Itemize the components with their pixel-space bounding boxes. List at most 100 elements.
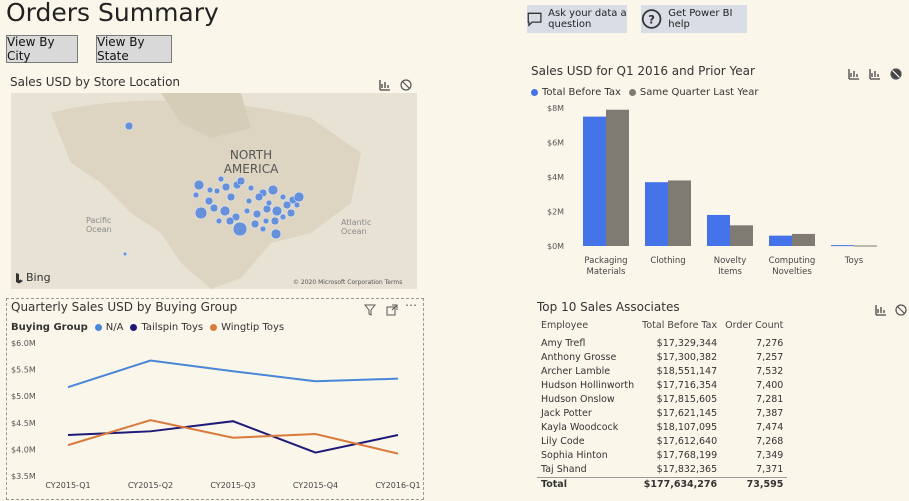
store-bubble[interactable] (282, 200, 292, 210)
drill-icon[interactable] (379, 79, 391, 91)
bar[interactable] (668, 180, 691, 246)
page-title: Orders Summary (6, 0, 219, 27)
table-row[interactable]: Jack Potter $17,621,145 7,387 (537, 407, 787, 421)
store-bubble[interactable] (225, 216, 235, 226)
x-tick-label: Novelties (772, 267, 812, 277)
store-bubble[interactable] (286, 208, 296, 218)
y-tick-label: $5.5M (11, 366, 36, 375)
ask-data-button[interactable]: Ask your data a question (527, 5, 627, 33)
store-bubble[interactable] (245, 197, 253, 205)
bar[interactable] (831, 245, 854, 247)
table-cell: 7,371 (756, 464, 784, 475)
bar-card-title: Sales USD for Q1 2016 and Prior Year (531, 64, 755, 78)
store-bubble[interactable] (217, 175, 225, 183)
column-header[interactable]: Total Before Tax (642, 319, 718, 331)
store-bubble[interactable] (293, 191, 305, 203)
store-bubble[interactable] (243, 207, 251, 215)
store-bubble[interactable] (259, 225, 267, 233)
store-bubble[interactable] (209, 203, 219, 213)
bar[interactable] (645, 182, 668, 246)
drill-icon[interactable] (848, 68, 860, 80)
series-line[interactable] (67, 419, 399, 455)
store-bubble[interactable] (192, 191, 200, 199)
bar[interactable] (730, 225, 753, 246)
bar[interactable] (606, 109, 629, 246)
bar[interactable] (792, 233, 815, 246)
store-bubble[interactable] (193, 179, 205, 191)
store-bubble[interactable] (226, 192, 236, 202)
table-total-cell: $177,634,276 (638, 476, 722, 492)
x-tick-label: CY2015-Q4 (293, 481, 338, 490)
store-bubble[interactable] (247, 184, 255, 192)
store-bubble[interactable] (270, 228, 282, 240)
store-bubble[interactable] (219, 205, 231, 217)
store-bubble[interactable] (279, 213, 287, 221)
table-header-row: Employee Total Before Tax Order Count (537, 318, 787, 337)
store-bubble[interactable] (204, 196, 214, 206)
store-bubble[interactable] (267, 184, 279, 196)
table-row[interactable]: Hudson Hollinworth $17,716,354 7,400 (537, 379, 787, 393)
table-row[interactable]: Sophia Hinton $17,768,199 7,349 (537, 449, 787, 463)
store-bubble[interactable] (221, 182, 231, 192)
bar[interactable] (707, 214, 730, 246)
table-row[interactable]: Lily Code $17,612,640 7,268 (537, 435, 787, 449)
store-bubble[interactable] (262, 204, 272, 214)
column-header[interactable]: Order Count (725, 319, 784, 331)
table-cell: 7,349 (756, 450, 784, 461)
map-copyright: © 2020 Microsoft Corporation Terms (293, 279, 403, 286)
drill-icon[interactable] (869, 68, 881, 80)
table-cell: $18,551,147 (656, 366, 718, 377)
y-tick-label: $4.5M (11, 419, 36, 428)
store-bubble[interactable] (271, 205, 283, 217)
store-bubble[interactable] (236, 176, 246, 186)
bar[interactable] (769, 235, 792, 246)
store-bubble[interactable] (265, 199, 273, 207)
store-bubble[interactable] (231, 212, 241, 222)
table-cell: $17,815,605 (656, 394, 718, 405)
legend-label: Tailspin Toys (141, 322, 204, 333)
store-bubble[interactable] (250, 219, 260, 229)
table-row[interactable]: Archer Lamble $18,551,147 7,532 (537, 365, 787, 379)
line-chart[interactable]: $6.0M $5.5M $5.0M $4.5M $4.0M $3.5M CY2015-Q1 C… (8, 336, 420, 496)
column-header[interactable]: Employee (541, 319, 589, 331)
store-bubble[interactable] (215, 217, 223, 225)
store-bubble[interactable] (293, 201, 301, 209)
sales-bubbles[interactable] (11, 93, 417, 289)
store-bubble[interactable] (213, 187, 221, 195)
store-bubble[interactable] (252, 209, 262, 219)
store-bubble[interactable] (206, 186, 214, 194)
line-card-frame (6, 298, 424, 500)
bar[interactable] (583, 116, 606, 246)
series-line[interactable] (67, 420, 399, 454)
table-row[interactable]: Hudson Onslow $17,815,605 7,281 (537, 393, 787, 407)
map-label-atlantic: Atlantic Ocean (341, 218, 372, 236)
more-options-icon[interactable]: ⋯ (405, 298, 417, 312)
bar[interactable] (854, 245, 877, 247)
prohibit-icon[interactable] (895, 304, 907, 316)
store-bubble[interactable] (262, 217, 270, 225)
ask-data-label: Ask your data a question (548, 8, 627, 30)
store-bubble[interactable] (254, 192, 264, 202)
view-by-city-button[interactable]: View By City (6, 35, 78, 63)
series-line[interactable] (67, 359, 399, 389)
table-row[interactable]: Kayla Woodcock $18,107,095 7,474 (537, 421, 787, 435)
drill-icon[interactable] (875, 304, 887, 316)
prohibit-icon[interactable] (400, 79, 412, 91)
focus-mode-icon[interactable] (386, 304, 398, 316)
table-row[interactable]: Taj Shand $17,832,365 7,371 (537, 463, 787, 478)
store-bubble[interactable] (124, 121, 134, 131)
store-bubble[interactable] (270, 216, 280, 226)
filter-icon[interactable] (364, 304, 376, 316)
store-bubble[interactable] (122, 251, 128, 257)
table-row[interactable]: Anthony Grosse $17,300,382 7,257 (537, 351, 787, 365)
table-row[interactable]: Amy Trefl $17,329,344 7,276 (537, 337, 787, 351)
sales-map[interactable]: NORTH AMERICA Pacific Ocean Atlantic Oce… (11, 93, 417, 289)
store-bubble[interactable] (232, 221, 248, 237)
power-bi-help-button[interactable]: ? Get Power BI help (641, 5, 747, 33)
store-bubble[interactable] (194, 206, 208, 220)
view-by-state-button[interactable]: View By State (96, 35, 172, 63)
store-bubble[interactable] (279, 193, 287, 201)
table-cell: 7,276 (756, 338, 784, 349)
prohibit-icon[interactable] (890, 68, 902, 80)
